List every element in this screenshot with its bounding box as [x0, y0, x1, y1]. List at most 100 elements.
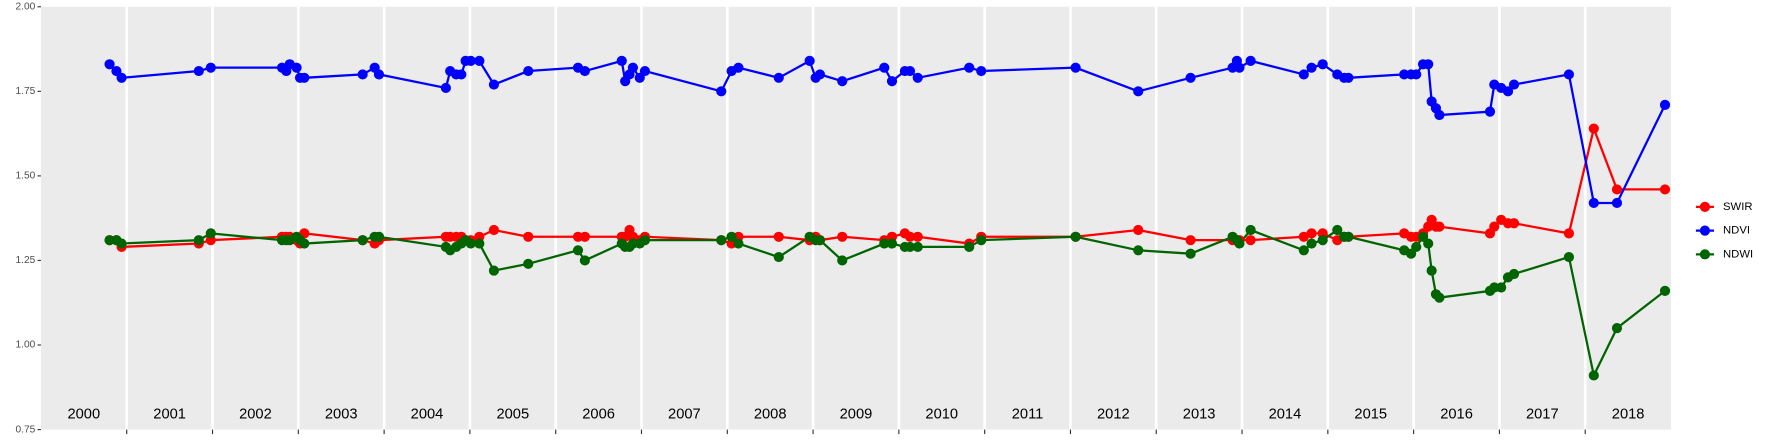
data-point	[1496, 282, 1507, 293]
data-point	[104, 59, 115, 70]
x-label: 2006	[582, 407, 615, 423]
data-point	[1317, 235, 1328, 246]
data-point	[904, 65, 916, 77]
data-point	[116, 238, 127, 249]
x-label: 2003	[325, 407, 358, 423]
x-label: 2016	[1440, 407, 1473, 423]
x-label: 2000	[67, 407, 100, 423]
data-point	[465, 55, 476, 66]
y-tick-label: 1.25	[16, 255, 36, 266]
legend-marker	[1699, 249, 1711, 260]
x-label: 2002	[239, 407, 272, 423]
data-point	[733, 238, 744, 249]
x-label: 2004	[411, 407, 444, 423]
y-tick-label: 1.50	[16, 171, 36, 182]
data-point	[488, 224, 500, 236]
data-point	[1611, 184, 1623, 195]
data-point	[726, 231, 737, 242]
data-point	[1317, 59, 1328, 70]
data-point	[1411, 69, 1422, 80]
data-point	[1245, 235, 1256, 246]
data-point	[716, 86, 727, 97]
legend-marker	[1699, 201, 1711, 212]
data-point	[804, 55, 815, 66]
data-point	[456, 69, 467, 80]
data-point	[639, 65, 651, 77]
data-point	[1185, 248, 1196, 259]
data-point	[1306, 62, 1317, 73]
data-point	[291, 62, 302, 73]
y-tick-label: 1.00	[16, 340, 36, 351]
data-point	[523, 231, 534, 242]
data-point	[814, 235, 826, 246]
data-point	[1434, 292, 1445, 303]
data-point	[1502, 86, 1514, 97]
data-point	[886, 238, 898, 249]
x-label: 2015	[1354, 407, 1387, 423]
data-point	[1298, 245, 1309, 256]
data-point	[1332, 224, 1343, 236]
data-point	[1508, 218, 1520, 229]
data-point	[1070, 62, 1081, 73]
legend-marker	[1699, 225, 1711, 236]
data-point	[1563, 69, 1575, 80]
data-point	[1343, 72, 1354, 83]
data-point	[299, 72, 310, 83]
data-point	[1133, 245, 1144, 256]
data-point	[193, 235, 204, 246]
data-point	[488, 265, 500, 276]
data-point	[357, 235, 368, 246]
data-point	[773, 231, 784, 242]
data-point	[912, 231, 923, 242]
data-point	[205, 62, 216, 73]
data-point	[1423, 238, 1434, 249]
data-point	[474, 238, 485, 249]
data-point	[976, 235, 987, 246]
y-tick-label: 2.00	[16, 1, 36, 12]
data-point	[773, 251, 784, 263]
x-label: 2008	[754, 407, 787, 423]
data-point	[837, 231, 848, 242]
data-point	[474, 55, 485, 66]
data-point	[1306, 228, 1317, 239]
data-point	[357, 69, 368, 80]
data-point	[1659, 184, 1671, 195]
x-label: 2014	[1269, 407, 1302, 423]
data-point	[1070, 231, 1081, 242]
x-label: 2001	[153, 407, 186, 423]
data-point	[1306, 238, 1317, 249]
data-point	[1185, 72, 1196, 83]
data-point	[976, 65, 987, 77]
data-point	[716, 235, 727, 246]
data-point	[912, 241, 923, 253]
data-point	[579, 255, 590, 266]
data-point	[488, 79, 500, 90]
x-label: 2009	[840, 407, 873, 423]
x-label: 2013	[1183, 407, 1216, 423]
data-point	[1611, 323, 1623, 334]
data-point	[1234, 238, 1245, 249]
y-tick-label: 1.75	[16, 86, 36, 97]
data-point	[440, 82, 451, 94]
data-point	[964, 241, 975, 253]
data-point	[1563, 228, 1575, 239]
data-point	[1588, 370, 1599, 381]
data-point	[579, 65, 590, 77]
data-point	[1245, 55, 1256, 66]
data-point	[886, 76, 898, 87]
data-point	[579, 231, 590, 242]
data-point	[1434, 221, 1445, 232]
data-point	[773, 72, 784, 83]
data-point	[1234, 62, 1245, 73]
data-point	[1489, 221, 1500, 232]
data-point	[1508, 79, 1520, 90]
data-point	[523, 65, 534, 77]
data-point	[1659, 285, 1671, 296]
data-point	[904, 241, 916, 253]
data-point	[572, 245, 584, 256]
data-point	[1611, 197, 1623, 209]
data-point	[1245, 224, 1256, 236]
data-point	[1588, 123, 1599, 134]
data-point	[837, 76, 848, 87]
